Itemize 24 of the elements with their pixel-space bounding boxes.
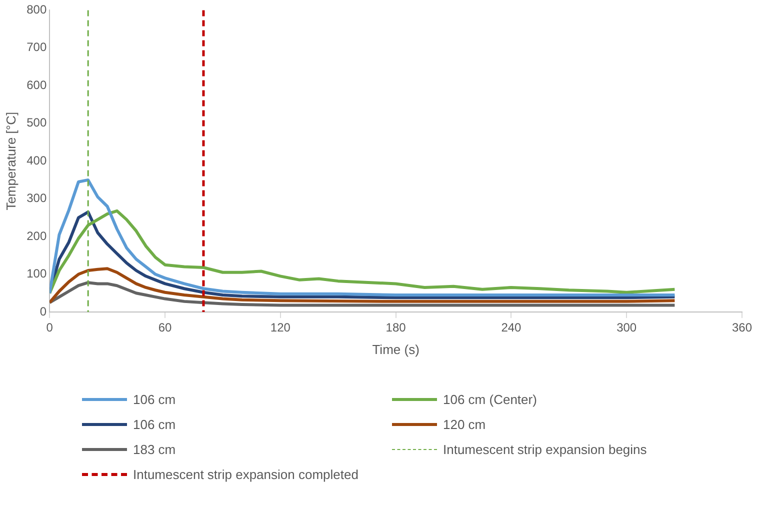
x-tick-label: 360 <box>732 320 752 335</box>
x-tick-label: 300 <box>616 320 637 335</box>
legend-label: 120 cm <box>443 417 486 432</box>
x-tick-label: 240 <box>501 320 522 335</box>
legend-label: 106 cm <box>133 417 176 432</box>
y-axis-title: Temperature [°C] <box>3 112 18 210</box>
y-tick-label: 800 <box>26 2 47 17</box>
legend-label: 106 cm (Center) <box>443 392 537 407</box>
x-axis-title: Time (s) <box>372 342 420 357</box>
y-tick-label: 400 <box>26 153 47 168</box>
y-tick-label: 500 <box>26 116 47 130</box>
legend-label: 183 cm <box>133 442 176 457</box>
y-tick-label: 300 <box>26 191 47 206</box>
legend-label: Intumescent strip expansion completed <box>133 467 358 482</box>
y-tick-label: 200 <box>26 228 47 243</box>
x-tick-label: 60 <box>158 320 172 335</box>
y-tick-label: 600 <box>26 78 47 92</box>
x-tick-label: 180 <box>386 320 406 335</box>
x-tick-label: 120 <box>270 320 291 335</box>
y-tick-label: 0 <box>40 304 47 318</box>
y-tick-label: 100 <box>26 266 47 281</box>
legend-label: 106 cm <box>133 392 176 407</box>
y-tick-label: 700 <box>26 40 47 54</box>
legend-label: Intumescent strip expansion begins <box>443 442 647 457</box>
